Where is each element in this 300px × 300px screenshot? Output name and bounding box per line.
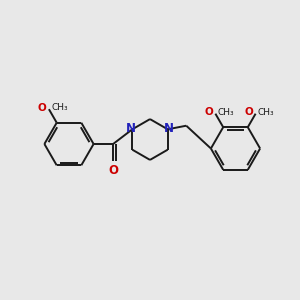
Text: O: O <box>244 107 253 118</box>
Text: N: N <box>164 122 174 135</box>
Text: N: N <box>126 122 136 135</box>
Text: CH₃: CH₃ <box>218 108 234 117</box>
Text: CH₃: CH₃ <box>51 103 68 112</box>
Text: O: O <box>108 164 118 177</box>
Text: O: O <box>38 103 46 113</box>
Text: CH₃: CH₃ <box>258 108 274 117</box>
Text: O: O <box>204 107 213 118</box>
